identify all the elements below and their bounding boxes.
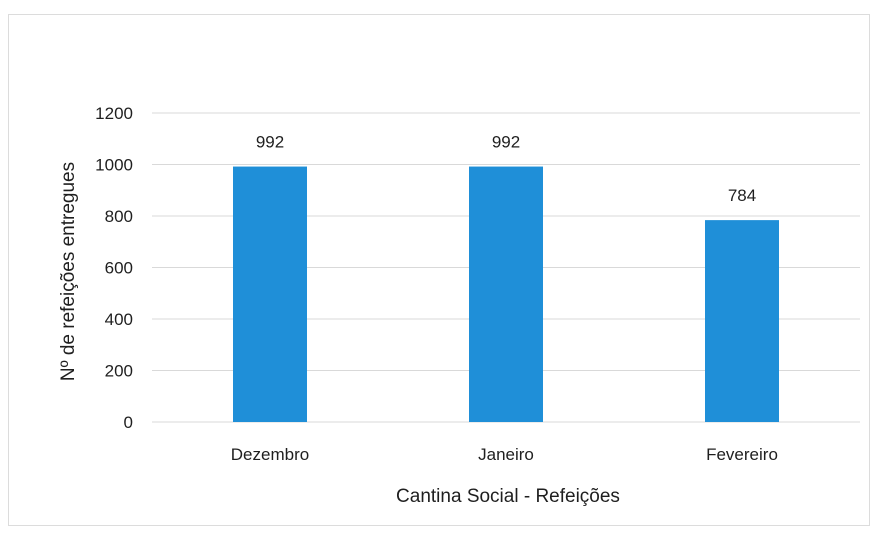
- y-tick-label: 0: [124, 413, 133, 432]
- data-labels: 992 992 784: [256, 133, 756, 206]
- data-label: 992: [492, 133, 520, 152]
- bar-janeiro: [469, 166, 543, 422]
- y-tick-label: 1000: [95, 156, 133, 175]
- bar-fevereiro: [705, 220, 779, 422]
- x-axis-categories: Dezembro Janeiro Fevereiro: [231, 445, 778, 464]
- x-category-label: Fevereiro: [706, 445, 778, 464]
- x-category-label: Janeiro: [478, 445, 534, 464]
- data-label: 992: [256, 133, 284, 152]
- data-label: 784: [728, 186, 756, 205]
- x-category-label: Dezembro: [231, 445, 309, 464]
- x-axis-title: Cantina Social - Refeições: [396, 486, 620, 507]
- y-tick-label: 600: [105, 259, 133, 278]
- y-axis-ticks: 0 200 400 600 800 1000 1200: [95, 104, 133, 432]
- bar-dezembro: [233, 166, 307, 422]
- y-tick-label: 400: [105, 310, 133, 329]
- y-axis-title: Nº de refeições entregues: [58, 162, 79, 381]
- y-tick-label: 800: [105, 207, 133, 226]
- y-tick-label: 200: [105, 362, 133, 381]
- bars: [233, 166, 779, 422]
- y-tick-label: 1200: [95, 104, 133, 123]
